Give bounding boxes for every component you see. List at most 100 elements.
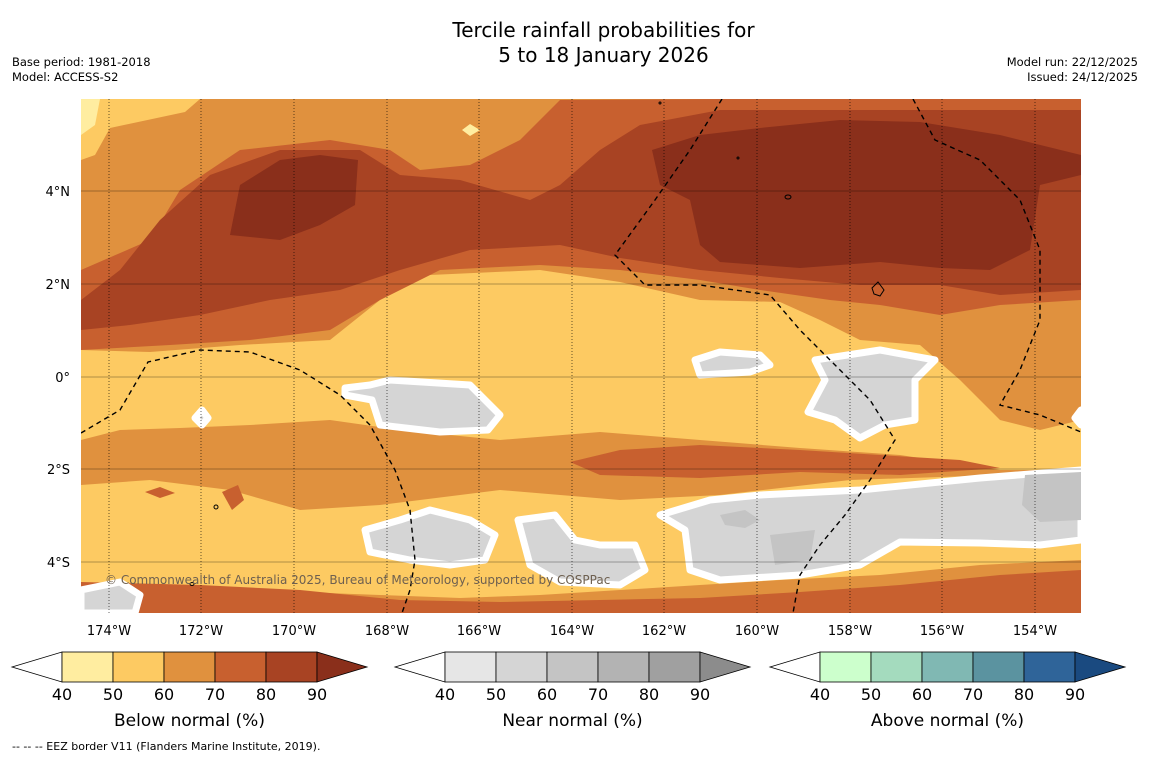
meta-right: Model run: 22/12/2025 Issued: 24/12/2025 [1007,55,1138,85]
lon-label: 174°W [87,624,131,639]
lon-label: 164°W [550,624,594,639]
field-90-plus-east [652,120,1081,270]
colorbar-tick: 90 [1065,685,1085,704]
near-normal-patches [81,346,1081,613]
colorbar-extend-low [10,651,63,683]
colorbar-1: 40 50 60 70 80 90 Below normal (%) [10,651,369,731]
colorbar-tick: 90 [690,685,710,704]
colorbar-3: 40 50 60 70 80 90 Above normal (%) [768,651,1127,731]
title-line-2: 5 to 18 January 2026 [498,43,709,67]
colorbar-segment [1023,651,1076,683]
colorbar-tick: 40 [435,685,455,704]
island-4 [189,582,195,586]
colorbar-segment [546,651,599,683]
colorbar-extend-low [393,651,446,683]
colorbar-segment [112,651,165,683]
colorbar-segment [61,651,114,683]
lon-labels: 174°W 172°W 170°W 168°W 166°W 164°W 162°… [87,624,1057,639]
colorbar-extend-high [316,651,369,683]
colorbar-title: Below normal (%) [114,711,265,731]
island-2 [871,281,885,297]
colorbar-tick: 80 [639,685,659,704]
field-70-80-spot2 [222,485,244,510]
colorbar-tick: 60 [912,685,932,704]
lat-label: 2°S [47,463,70,478]
island-3 [213,504,219,510]
colorbar-tick: 50 [486,685,506,704]
lon-label: 154°W [1013,624,1057,639]
field-40-50 [81,99,100,135]
colorbar-tick: 70 [205,685,225,704]
model-name: Model: ACCESS-S2 [12,70,119,84]
lon-label: 168°W [365,624,409,639]
field-70-80-spot [145,487,175,498]
island-5 [658,101,662,105]
field-50-60-nw [81,99,200,160]
near-patch-6 [656,466,1081,584]
lon-label: 166°W [457,624,501,639]
model-run: Model run: 22/12/2025 [1006,55,1138,69]
colorbar-segment [265,651,318,683]
colorbar-tick: 60 [154,685,174,704]
lon-label: 172°W [179,624,223,639]
parallels [81,190,1081,563]
colorbar-tick: 40 [52,685,72,704]
eez-east [912,99,1081,433]
issued-date: Issued: 24/12/2025 [1027,70,1138,84]
title-line-1: Tercile rainfall probabilities for [452,18,755,42]
colorbar-tick: 70 [588,685,608,704]
near-60-70-south [770,530,815,565]
colorbar-extend-high [699,651,752,683]
field-70-80-band [570,445,1000,478]
footnote: -- -- -- EEZ border V11 (Flanders Marine… [12,740,321,753]
colorbar-tick: 80 [1014,685,1034,704]
colorbar-extend-low [768,651,821,683]
meta-left: Base period: 1981-2018 Model: ACCESS-S2 [12,55,151,85]
colorbar-segment [921,651,974,683]
island-1 [784,194,792,200]
colorbar-segment [214,651,267,683]
lat-label: 2°N [46,278,71,293]
lon-label: 158°W [828,624,872,639]
near-patch-8 [191,406,212,429]
island-6 [736,156,740,160]
field-70-80-south [81,570,1081,613]
colorbar-tick: 50 [861,685,881,704]
colorbar-segment [597,651,650,683]
near-patch-4 [361,506,499,569]
colorbar-segment [819,651,872,683]
colorbar-segment [444,651,497,683]
colorbar-segment [648,651,701,683]
lon-label: 170°W [272,624,316,639]
islands [189,101,885,586]
colorbar-tick: 80 [256,685,276,704]
map-field: © Commonwealth of Australia 2025, Bureau… [81,99,1081,613]
eez-west [81,349,416,613]
colorbar-extend-high [1074,651,1127,683]
lat-label: 4°S [47,556,70,571]
field-90-plus-west [230,155,358,240]
near-patch-7 [81,578,144,613]
colorbar-segment [163,651,216,683]
colorbar-tick: 60 [537,685,557,704]
eez-borders [81,99,1081,613]
lat-label: 0° [55,371,70,386]
near-patch-9 [1071,406,1081,429]
near-patch-1 [341,376,504,436]
near-60-70-east [1022,472,1081,522]
lat-label: 4°N [46,185,71,200]
colorbar-segment [870,651,923,683]
lon-label: 162°W [642,624,686,639]
lat-labels: 4°N 2°N 0° 2°S 4°S [46,185,71,571]
lon-label: 156°W [920,624,964,639]
near-patch-2 [691,348,774,379]
colorbar-tick: 70 [963,685,983,704]
map-title: Tercile rainfall probabilities for 5 to … [0,18,1150,68]
eez-central [614,99,896,613]
colorbar-title: Near normal (%) [502,711,642,731]
near-patch-5 [514,511,649,589]
colorbar-tick: 40 [810,685,830,704]
colorbar-2: 40 50 60 70 80 90 Near normal (%) [393,651,752,731]
near-60-70-mid [720,510,760,528]
